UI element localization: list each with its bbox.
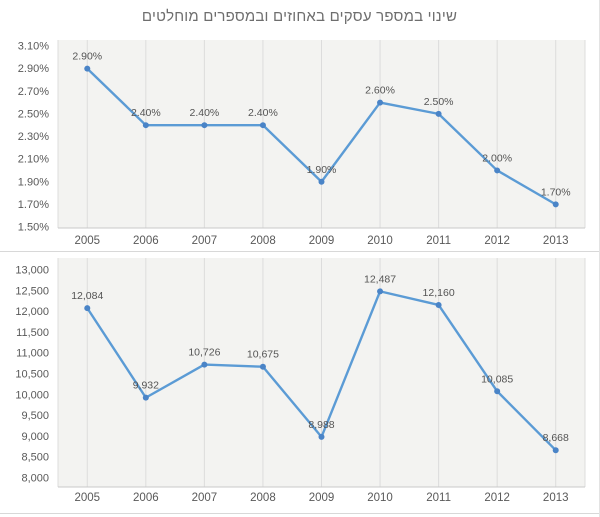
absolute-change-line-chart: 13,000 12,500 12,000 11,500 11,000 10,500 10,0… bbox=[15, 258, 586, 504]
data-point-label: 8,988 bbox=[308, 419, 334, 431]
data-point bbox=[142, 394, 149, 401]
data-point-label: 10,726 bbox=[188, 347, 220, 359]
y-axis-tick-label: 2.30% bbox=[18, 131, 49, 143]
data-point bbox=[494, 167, 501, 174]
data-point-label: 10,675 bbox=[247, 349, 279, 361]
data-point bbox=[494, 388, 501, 395]
x-axis-tick-label: 2012 bbox=[484, 235, 510, 247]
y-axis-tick-label: 10,000 bbox=[15, 389, 49, 401]
x-axis-tick-label: 2005 bbox=[74, 235, 100, 247]
data-point bbox=[259, 363, 266, 370]
x-axis-tick-label: 2012 bbox=[484, 492, 510, 504]
x-axis-tick-label: 2007 bbox=[192, 235, 218, 247]
y-axis-tick-label: 9,000 bbox=[21, 431, 49, 443]
x-axis-tick-label: 2011 bbox=[426, 235, 451, 247]
data-point bbox=[435, 110, 442, 117]
data-point bbox=[84, 65, 91, 72]
x-axis-tick-label: 2011 bbox=[426, 492, 451, 504]
data-point-label: 2.90% bbox=[72, 51, 102, 63]
y-axis-tick-label: 1.50% bbox=[18, 222, 49, 234]
data-point-label: 8,668 bbox=[543, 432, 569, 444]
chart-title: שינוי במספר עסקים באחוזים ובמספרים מוחלט… bbox=[141, 8, 458, 25]
data-point bbox=[552, 447, 559, 454]
y-axis-tick-label: 13,000 bbox=[15, 265, 49, 277]
data-point bbox=[318, 178, 325, 185]
data-point bbox=[377, 99, 384, 106]
y-axis-tick-label: 11,500 bbox=[16, 327, 49, 339]
data-point-label: 9,932 bbox=[133, 380, 159, 392]
percent-change-chart-panel: 3.10% 2.90% 2.70% 2.50% 2.30% 2.10% 1.90% 1.70%… bbox=[0, 0, 599, 252]
data-point bbox=[552, 201, 559, 208]
x-axis-tick-label: 2009 bbox=[309, 235, 335, 247]
y-axis-tick-label: 2.10% bbox=[18, 154, 49, 166]
y-axis-tick-label: 2.50% bbox=[18, 108, 49, 120]
data-point bbox=[84, 305, 91, 312]
data-point bbox=[435, 301, 442, 308]
y-axis-tick-label: 2.90% bbox=[18, 63, 49, 75]
y-axis-tick-label: 2.70% bbox=[18, 86, 49, 98]
data-point-label: 1.70% bbox=[541, 186, 571, 198]
x-axis-tick-label: 2010 bbox=[367, 235, 393, 247]
y-axis-tick-label: 9,500 bbox=[21, 410, 49, 422]
y-axis-tick-label: 11,000 bbox=[16, 348, 49, 360]
x-axis-tick-label: 2008 bbox=[250, 492, 276, 504]
data-point-label: 12,084 bbox=[71, 290, 103, 302]
data-point-label: 2.50% bbox=[424, 96, 454, 108]
data-point-label: 12,160 bbox=[423, 287, 455, 299]
data-point-label: 2.60% bbox=[365, 85, 395, 97]
x-axis-tick-label: 2008 bbox=[250, 235, 276, 247]
data-point-label: 2.00% bbox=[482, 152, 512, 164]
percent-change-line-chart: 3.10% 2.90% 2.70% 2.50% 2.30% 2.10% 1.90% 1.70%… bbox=[18, 40, 586, 247]
data-point bbox=[201, 361, 208, 368]
x-axis-tick-label: 2009 bbox=[309, 492, 335, 504]
data-point-label: 2.40% bbox=[189, 107, 219, 119]
data-point-label: 12,487 bbox=[364, 273, 396, 285]
y-axis-tick-label: 10,500 bbox=[15, 369, 49, 381]
y-axis-tick-label: 3.10% bbox=[18, 41, 49, 53]
x-axis-tick-label: 2010 bbox=[367, 492, 393, 504]
data-point bbox=[318, 433, 325, 440]
y-axis-tick-label: 8,000 bbox=[21, 473, 49, 485]
y-axis-tick-label: 1.70% bbox=[18, 199, 49, 211]
data-point bbox=[259, 122, 266, 129]
data-point bbox=[142, 122, 149, 129]
y-axis-tick-label: 12,500 bbox=[15, 285, 49, 297]
data-point-label: 2.40% bbox=[131, 107, 161, 119]
data-point bbox=[201, 122, 208, 129]
x-axis-tick-label: 2005 bbox=[74, 492, 100, 504]
y-axis-tick-label: 12,000 bbox=[15, 306, 49, 318]
data-point-label: 2.40% bbox=[248, 107, 278, 119]
x-axis-tick-label: 2013 bbox=[543, 492, 569, 504]
x-axis-tick-label: 2013 bbox=[543, 235, 569, 247]
absolute-change-chart-panel: 13,000 12,500 12,000 11,500 11,000 10,500 10,0… bbox=[0, 252, 599, 514]
x-axis-tick-label: 2007 bbox=[192, 492, 218, 504]
y-axis-tick-label: 1.90% bbox=[18, 176, 49, 188]
data-point-label: 10,085 bbox=[481, 373, 513, 385]
y-axis-tick-label: 8,500 bbox=[21, 452, 49, 464]
data-point bbox=[377, 288, 384, 295]
x-axis-tick-label: 2006 bbox=[133, 492, 159, 504]
data-point-label: 1.90% bbox=[307, 164, 337, 176]
x-axis-tick-label: 2006 bbox=[133, 235, 159, 247]
